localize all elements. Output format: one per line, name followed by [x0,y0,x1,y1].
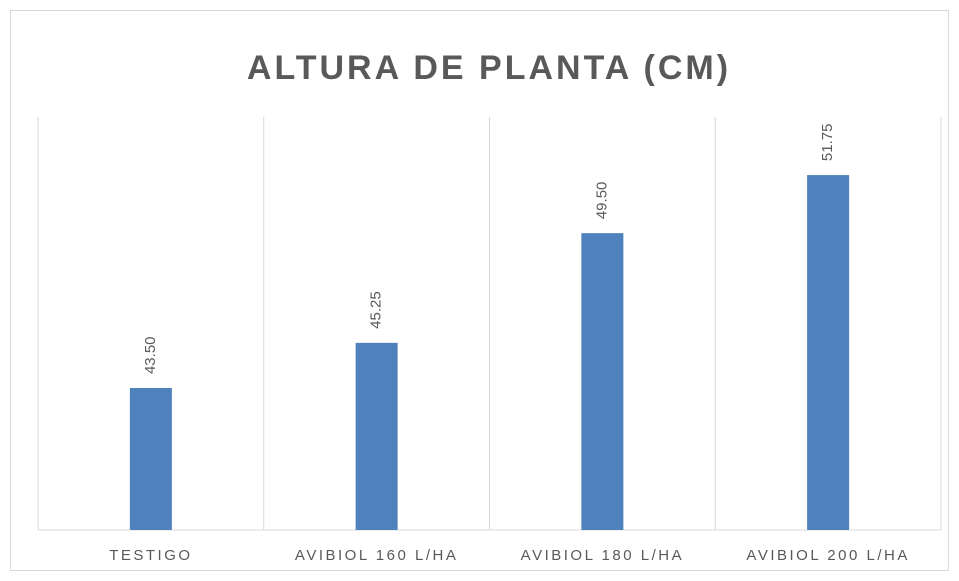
chart-title: ALTURA DE PLANTA (CM) [247,49,731,87]
bar [807,175,850,530]
x-tick-label: AVIBIOL 180 L/HA [521,547,684,564]
data-label: 49.50 [593,182,610,220]
data-label: 45.25 [368,291,385,329]
x-tick-label: TESTIGO [109,547,192,564]
data-label: 51.75 [819,124,836,162]
x-tick-label: AVIBIOL 160 L/HA [295,547,458,564]
bar [355,342,398,530]
bar [129,388,172,530]
bar [581,233,624,530]
data-label: 43.50 [142,336,159,374]
x-tick-label: AVIBIOL 200 L/HA [746,547,909,564]
